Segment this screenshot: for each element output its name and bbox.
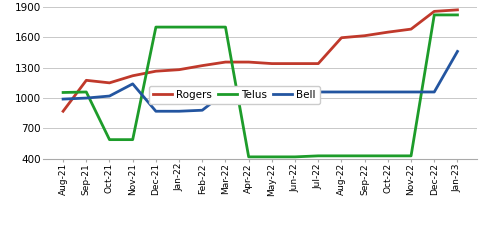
Telus [200, 26, 205, 28]
Line: Bell: Bell [63, 52, 457, 111]
Telus [223, 26, 228, 28]
Rogers [107, 81, 112, 84]
Bell [431, 91, 437, 93]
Rogers [338, 36, 344, 39]
Rogers [362, 34, 368, 37]
Legend: Rogers, Telus, Bell: Rogers, Telus, Bell [149, 86, 320, 104]
Rogers [246, 61, 252, 63]
Rogers [176, 68, 182, 71]
Rogers [200, 64, 205, 67]
Rogers [385, 31, 391, 34]
Bell [269, 91, 275, 93]
Telus [153, 26, 159, 28]
Telus [107, 138, 112, 141]
Bell [408, 91, 414, 93]
Bell [385, 91, 391, 93]
Telus [176, 26, 182, 28]
Rogers [455, 8, 460, 11]
Rogers [269, 62, 275, 65]
Bell [107, 95, 112, 97]
Bell [315, 91, 321, 93]
Bell [176, 110, 182, 113]
Telus [431, 14, 437, 16]
Bell [455, 50, 460, 53]
Rogers [130, 74, 135, 77]
Line: Telus: Telus [63, 15, 457, 157]
Telus [246, 155, 252, 158]
Bell [200, 109, 205, 112]
Telus [130, 138, 135, 141]
Telus [338, 155, 344, 157]
Telus [292, 155, 298, 158]
Telus [362, 155, 368, 157]
Bell [362, 91, 368, 93]
Telus [83, 91, 89, 93]
Rogers [292, 62, 298, 65]
Rogers [315, 62, 321, 65]
Bell [246, 91, 252, 93]
Rogers [431, 10, 437, 13]
Rogers [60, 110, 66, 113]
Bell [292, 91, 298, 93]
Bell [83, 97, 89, 99]
Telus [455, 14, 460, 16]
Line: Rogers: Rogers [63, 10, 457, 111]
Telus [60, 91, 66, 94]
Bell [130, 82, 135, 85]
Telus [408, 155, 414, 157]
Telus [315, 155, 321, 157]
Bell [223, 91, 228, 93]
Rogers [83, 79, 89, 82]
Telus [385, 155, 391, 157]
Rogers [153, 70, 159, 73]
Bell [338, 91, 344, 93]
Rogers [223, 61, 228, 63]
Telus [269, 155, 275, 158]
Rogers [408, 28, 414, 30]
Bell [60, 98, 66, 100]
Bell [153, 110, 159, 113]
